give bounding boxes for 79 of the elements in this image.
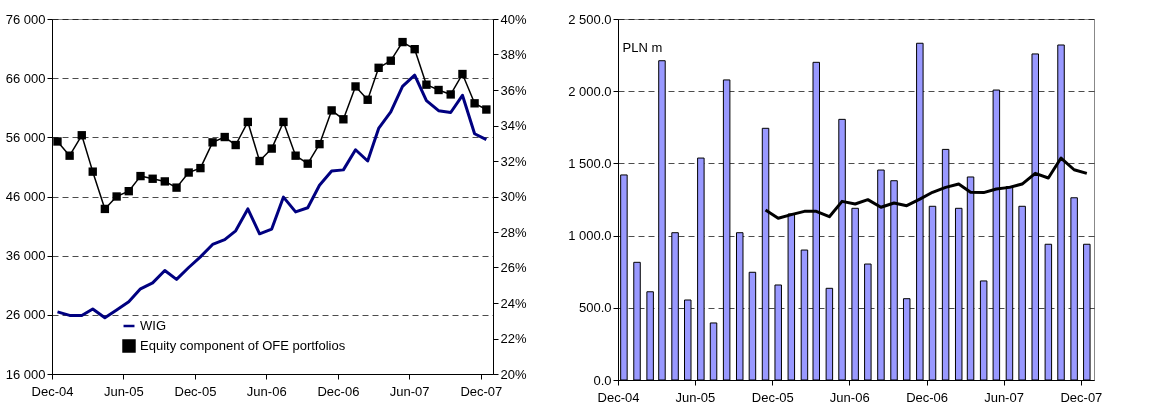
y2-tick-label: 20% <box>500 366 527 382</box>
x-tick-label: Dec-06 <box>317 383 360 399</box>
point <box>386 56 395 65</box>
y-tick-label: 56 000 <box>5 129 46 145</box>
y-tick-label: 2 500.0 <box>568 11 612 27</box>
x-tick-label: Dec-05 <box>751 389 794 405</box>
y2-tick-label: 38% <box>500 47 527 62</box>
point <box>374 63 383 72</box>
y-tick-label: 1 500.0 <box>568 155 612 171</box>
y-tick-label: 76 000 <box>5 11 46 27</box>
point <box>196 163 205 173</box>
x-tick-label: Jun-05 <box>103 383 144 399</box>
point <box>339 115 348 124</box>
y2-tick-label: 28% <box>500 224 527 240</box>
y-tick-label: 1 000.0 <box>568 228 612 244</box>
point <box>160 177 169 186</box>
point <box>255 156 264 166</box>
point <box>53 137 62 146</box>
point <box>136 171 145 181</box>
x-tick-label: Dec-04 <box>31 383 74 399</box>
y-tick-label: 0.0 <box>593 372 612 388</box>
point <box>231 140 240 150</box>
point <box>315 139 324 149</box>
y-tick-label: 26 000 <box>5 307 46 323</box>
x-tick-label: Jun-07 <box>984 389 1024 405</box>
point <box>446 90 455 99</box>
y2-tick-label: 22% <box>500 331 527 346</box>
point <box>482 105 491 114</box>
point <box>291 151 300 160</box>
x-tick-label: Dec-06 <box>906 389 949 405</box>
y2-tick-label: 30% <box>500 189 527 204</box>
y-tick-label: 16 000 <box>5 366 46 382</box>
y2-tick-label: 36% <box>500 82 527 98</box>
y-axis-title: PLN m <box>622 39 663 55</box>
point <box>243 117 253 127</box>
point <box>65 151 74 160</box>
x-tick-label: Dec-04 <box>597 389 640 405</box>
y2-tick-label: 26% <box>500 260 527 275</box>
x-tick-label: Dec-07 <box>460 383 503 399</box>
y-tick-label: 66 000 <box>5 70 46 86</box>
x-tick-label: Jun-07 <box>389 383 430 399</box>
point <box>470 99 479 108</box>
y-tick-label: 2 000.0 <box>568 83 612 99</box>
point <box>77 131 86 140</box>
line-series <box>55 73 488 320</box>
x-tick-label: Dec-05 <box>174 383 217 399</box>
legend-label: Equity component of OFE portfolios <box>140 338 346 353</box>
point <box>124 186 133 196</box>
point <box>434 85 443 95</box>
point <box>279 117 288 127</box>
point <box>458 69 467 79</box>
x-tick-label: Jun-05 <box>675 389 716 405</box>
point <box>351 82 360 91</box>
y2-tick-label: 34% <box>500 118 527 133</box>
y2-tick-label: 40% <box>500 11 527 27</box>
y-tick-label: 46 000 <box>5 189 46 204</box>
point <box>220 132 229 142</box>
point <box>327 106 336 115</box>
point <box>184 168 193 177</box>
point <box>398 37 407 47</box>
point <box>88 167 97 176</box>
x-tick-label: Jun-06 <box>246 383 287 399</box>
y2-tick-label: 24% <box>500 295 527 311</box>
point <box>208 138 217 147</box>
x-tick-label: Jun-06 <box>829 389 870 405</box>
point <box>172 183 181 192</box>
point <box>363 95 372 104</box>
y2-tick-label: 32% <box>500 153 527 169</box>
point <box>410 44 419 54</box>
y-tick-label: 36 000 <box>5 248 46 264</box>
point <box>303 159 312 168</box>
point <box>267 144 276 153</box>
point <box>112 192 121 201</box>
y-tick-label: 500.0 <box>578 300 612 316</box>
point <box>100 204 110 214</box>
x-tick-label: Dec-07 <box>1060 389 1103 405</box>
point <box>422 80 431 89</box>
point <box>148 174 157 183</box>
legend-label: WIG <box>140 318 166 333</box>
